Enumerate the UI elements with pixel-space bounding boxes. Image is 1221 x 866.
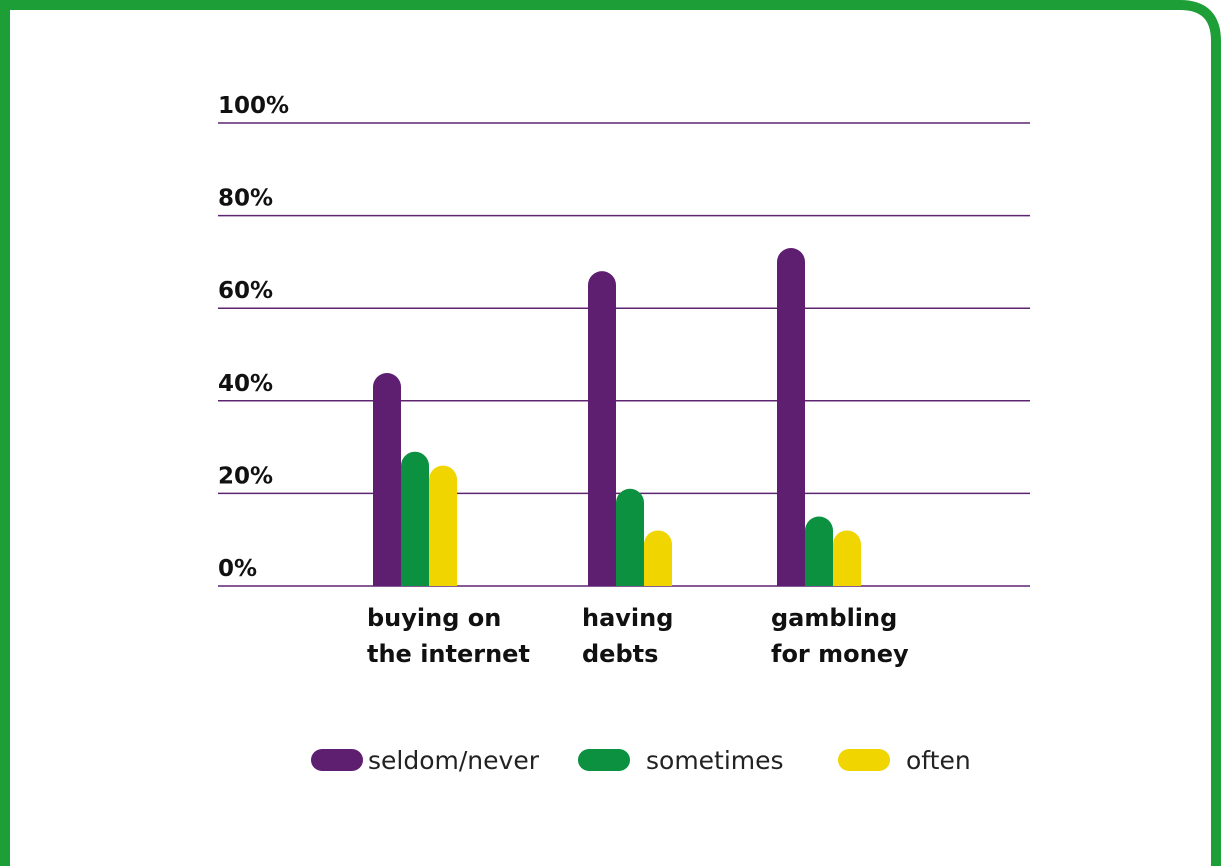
y-tick-label: 100% [218,93,289,119]
legend-label: sometimes [646,746,784,775]
legend-swatch [311,749,363,771]
category-label: having debts [582,604,673,668]
y-tick-label: 60% [218,278,273,304]
bar [616,488,644,586]
category-label: gambling for money [771,604,909,668]
bar [588,271,616,586]
y-tick-label: 40% [218,371,273,397]
bar [833,530,861,586]
legend-item: seldom/never [311,746,540,775]
legend-item: sometimes [578,746,784,775]
category-label: buying on the internet [367,604,530,668]
legend-label: seldom/never [368,746,540,775]
bar [777,248,805,587]
y-tick-label: 0% [218,556,257,582]
category-labels: buying on the internet having debts gambling… [367,604,909,668]
bars [373,248,861,587]
y-tick-label: 20% [218,463,273,489]
y-tick-labels: 0% 20% 40% 60% 80% 100% [218,93,289,582]
y-tick-label: 80% [218,186,273,212]
legend-swatch [578,749,630,771]
legend-label: often [906,746,971,775]
legend: seldom/never sometimes often [311,746,971,775]
bar [429,465,457,586]
legend-item: often [838,746,971,775]
bar [805,516,833,586]
bar [401,451,429,586]
bar [644,530,672,586]
bar [373,373,402,586]
legend-swatch [838,749,890,771]
